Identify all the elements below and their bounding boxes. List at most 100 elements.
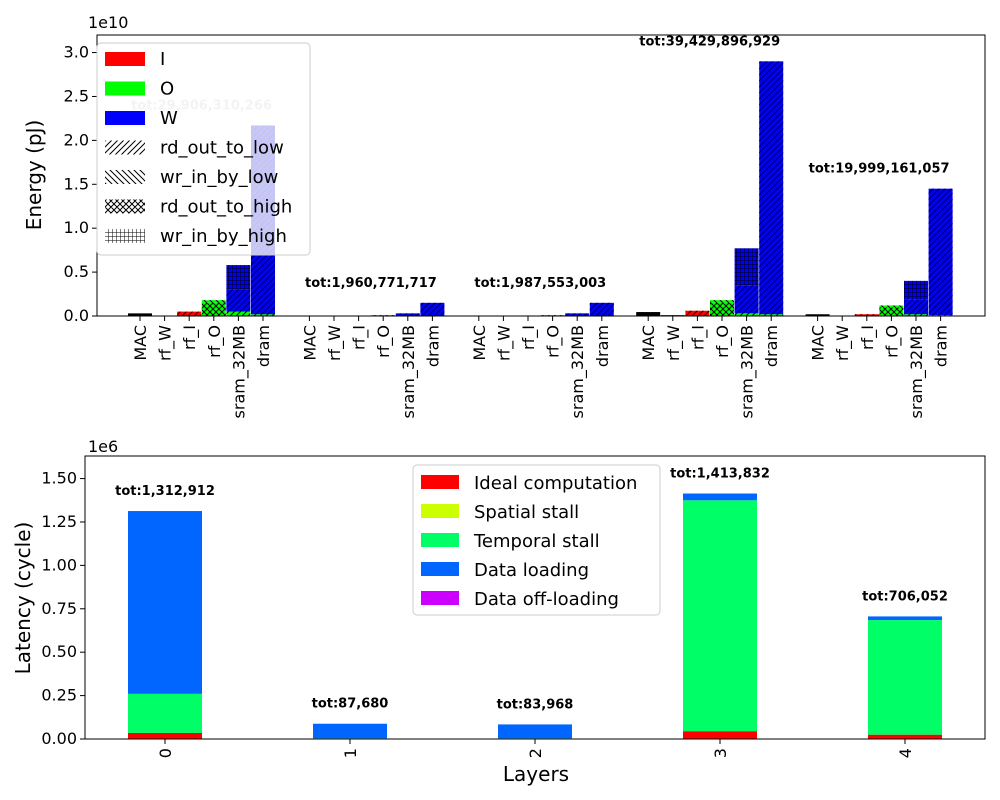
latency-bar-segment bbox=[683, 500, 757, 732]
latency-x-tick-label: 2 bbox=[526, 748, 545, 758]
energy-bar-hatch bbox=[589, 302, 614, 316]
latency-legend-swatch bbox=[421, 591, 459, 605]
energy-bar-hatch bbox=[854, 314, 879, 316]
energy-legend-swatch bbox=[105, 111, 145, 125]
latency-chart: tot:1,312,912 tot:87,680 tot:83,968 tot:1,4… bbox=[11, 437, 986, 786]
latency-legend-box bbox=[412, 464, 661, 616]
latency-legend-label: Ideal computation bbox=[474, 473, 637, 494]
energy-bar-hatch bbox=[201, 302, 226, 316]
energy-legend-swatch bbox=[105, 81, 145, 96]
energy-legend-hatch bbox=[105, 199, 145, 214]
latency-total-label: tot:1,413,832 bbox=[670, 467, 770, 482]
energy-legend-label: wr_in_by_low bbox=[160, 167, 278, 188]
energy-bar-hatch bbox=[685, 310, 710, 316]
latency-y-tick-label: 0.50 bbox=[41, 642, 77, 661]
latency-bar-segment bbox=[868, 616, 942, 621]
energy-y-tick-label: 1.0 bbox=[64, 218, 89, 237]
energy-legend-box bbox=[96, 42, 311, 256]
energy-x-tick-label: rf_I bbox=[519, 325, 539, 350]
energy-legend-label: rd_out_to_low bbox=[160, 138, 284, 159]
energy-bar-hatch bbox=[734, 248, 759, 286]
energy-y-tick-label: 3.0 bbox=[64, 43, 89, 62]
energy-bar-hatch bbox=[226, 289, 251, 312]
energy-bar-hatch bbox=[759, 314, 784, 316]
latency-legend: Ideal computation Spatial stall Temporal s… bbox=[412, 464, 661, 616]
energy-bar-hatch bbox=[928, 188, 953, 316]
latency-legend-label: Temporal stall bbox=[473, 531, 600, 552]
energy-bar-hatch bbox=[395, 313, 420, 316]
energy-x-tick-label: rf_O bbox=[205, 325, 225, 358]
energy-x-tick-label: MAC bbox=[809, 325, 828, 361]
latency-bar-segment bbox=[128, 511, 202, 694]
energy-y-axis-title: Energy (pJ) bbox=[22, 120, 46, 231]
energy-bar-segment bbox=[805, 314, 830, 316]
energy-x-tick-label: dram bbox=[932, 325, 951, 367]
latency-bar-segment bbox=[868, 734, 942, 739]
energy-x-tick-label: sram_32MB bbox=[229, 325, 249, 418]
energy-bar-hatch bbox=[420, 302, 445, 316]
latency-bar-segment bbox=[868, 620, 942, 735]
energy-bar-hatch bbox=[904, 299, 928, 315]
energy-x-tick-label: dram bbox=[762, 325, 781, 367]
energy-x-tick-label: sram_32MB bbox=[399, 325, 419, 418]
energy-x-tick-label: rf_W bbox=[325, 325, 345, 361]
latency-legend-label: Data loading bbox=[474, 560, 589, 581]
energy-legend-label: rd_out_to_high bbox=[160, 197, 292, 218]
energy-bar-hatch bbox=[226, 265, 251, 290]
energy-x-tick-label: rf_W bbox=[494, 325, 514, 361]
latency-total-label: tot:1,312,912 bbox=[115, 484, 215, 499]
latency-legend-swatch bbox=[421, 562, 459, 576]
energy-bar-hatch bbox=[710, 300, 734, 303]
latency-y-tick-label: 1.00 bbox=[41, 555, 77, 574]
energy-bar-hatch bbox=[734, 285, 759, 314]
latency-x-axis: 0 1 2 3 4 bbox=[156, 739, 915, 758]
energy-y-tick-label: 0.5 bbox=[64, 262, 89, 281]
energy-legend-label: wr_in_by_high bbox=[160, 226, 287, 247]
energy-y-tick-label: 2.0 bbox=[64, 130, 89, 149]
latency-total-label: tot:87,680 bbox=[312, 697, 389, 712]
latency-legend-label: Spatial stall bbox=[474, 502, 579, 523]
energy-x-tick-label: dram bbox=[593, 325, 612, 367]
energy-legend-hatch bbox=[105, 229, 145, 243]
energy-total-label: tot:19,999,161,057 bbox=[809, 162, 950, 177]
latency-y-tick-label: 1.25 bbox=[41, 512, 77, 531]
energy-bar-segment bbox=[128, 313, 152, 316]
energy-x-tick-label: rf_O bbox=[882, 325, 902, 358]
energy-legend-hatch bbox=[105, 170, 145, 184]
energy-x-tick-label: rf_I bbox=[350, 325, 370, 350]
latency-y-tick-label: 0.25 bbox=[41, 686, 77, 705]
energy-x-tick-label: rf_W bbox=[156, 325, 176, 361]
energy-x-tick-label: rf_W bbox=[833, 325, 853, 361]
energy-y-tick-label: 2.5 bbox=[64, 86, 89, 105]
energy-x-tick-label: rf_I bbox=[858, 325, 878, 350]
energy-bar-hatch bbox=[759, 61, 784, 315]
latency-y-tick-label: 1.50 bbox=[41, 469, 77, 488]
energy-bar-hatch bbox=[734, 313, 759, 316]
energy-chart: tot:29,906,310,266tot:1,960,771,717tot:1… bbox=[22, 13, 986, 418]
energy-bar-hatch bbox=[226, 311, 251, 316]
latency-y-tick-label: 0.75 bbox=[41, 599, 77, 618]
latency-bar-segment bbox=[683, 493, 757, 501]
latency-x-tick-label: 3 bbox=[711, 748, 730, 758]
energy-x-tick-label: rf_O bbox=[374, 325, 394, 358]
energy-bar-hatch bbox=[879, 307, 904, 316]
energy-bar-hatch bbox=[177, 311, 202, 316]
energy-bar-hatch bbox=[904, 314, 928, 316]
energy-bar-hatch bbox=[904, 280, 928, 300]
energy-legend-label: O bbox=[160, 79, 174, 100]
latency-total-label: tot:83,968 bbox=[497, 697, 574, 712]
latency-y-axis: 0.00 0.25 0.50 0.75 1.00 1.25 1.50 bbox=[41, 469, 85, 748]
energy-x-tick-label: sram_32MB bbox=[907, 325, 927, 418]
energy-x-tick-label: dram bbox=[423, 325, 442, 367]
energy-x-tick-label: rf_I bbox=[180, 325, 200, 350]
energy-legend-hatch bbox=[105, 140, 145, 155]
energy-bar-hatch bbox=[251, 314, 275, 316]
energy-y-tick-label: 0.0 bbox=[64, 306, 89, 325]
latency-y-tick-label: 0.00 bbox=[41, 729, 77, 748]
latency-total-labels: tot:1,312,912 tot:87,680 tot:83,968 tot:1,4… bbox=[115, 467, 948, 713]
energy-total-label: tot:1,987,553,003 bbox=[474, 276, 606, 291]
latency-bar-segment bbox=[313, 723, 387, 739]
energy-x-axis: MAC rf_W rf_I rf_O sram_32MB dram MAC rf_W rf_I r… bbox=[131, 316, 951, 418]
